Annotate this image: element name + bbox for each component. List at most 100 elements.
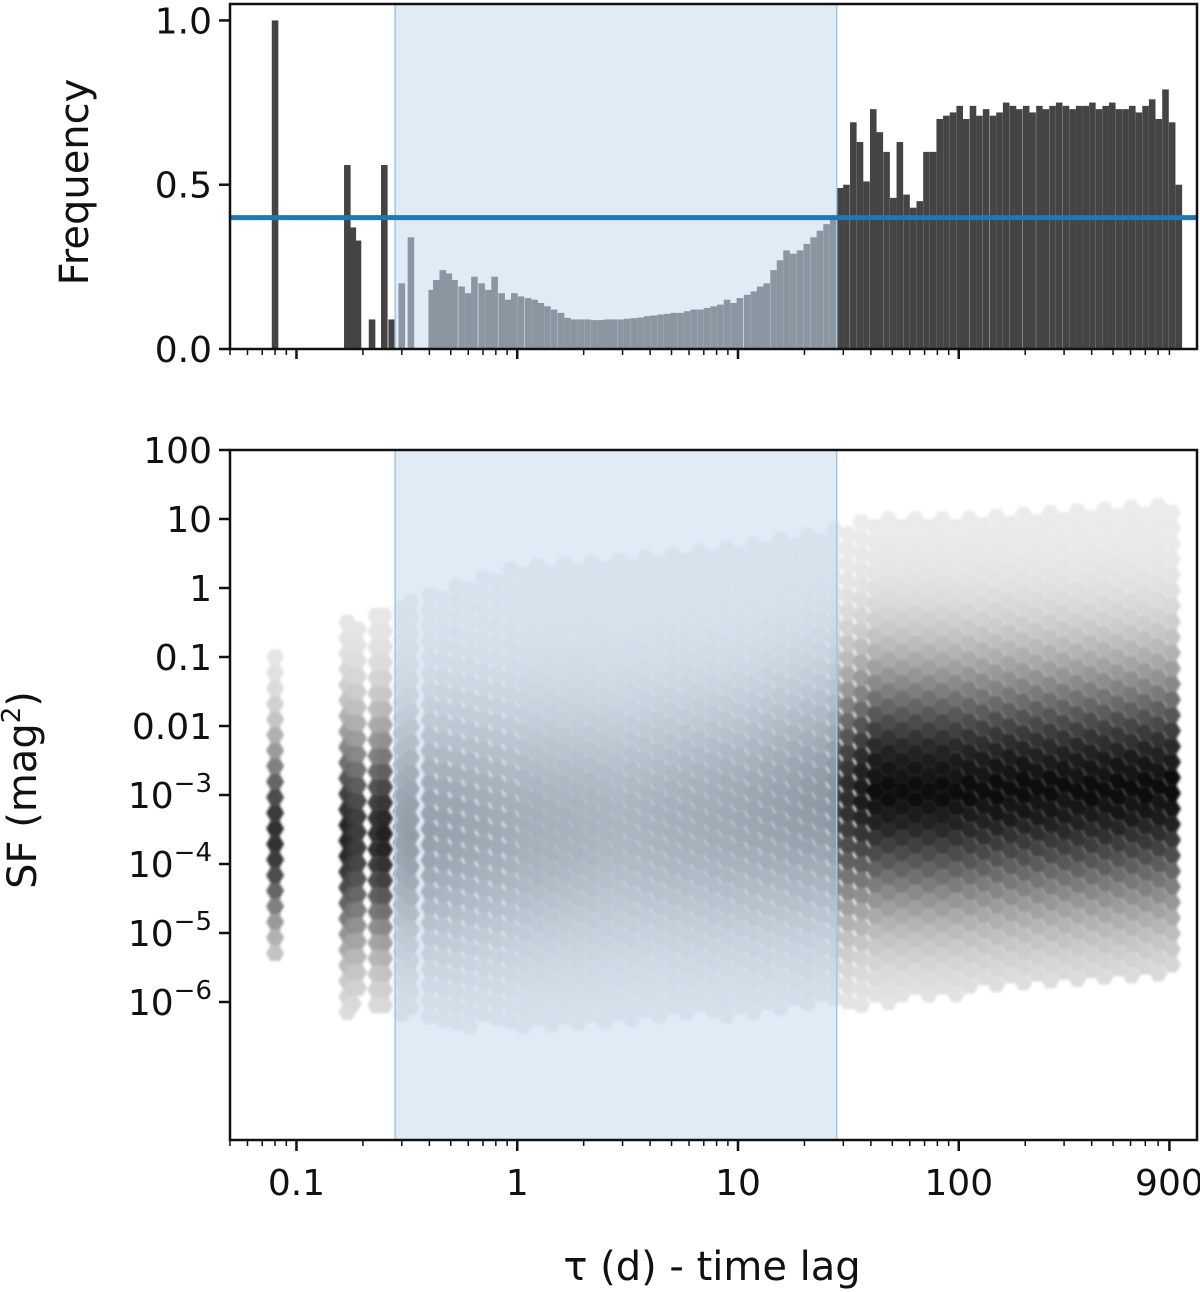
hexbin-cell <box>266 742 285 759</box>
hexbin-cell <box>906 667 925 683</box>
hexbin-cell <box>1162 785 1181 801</box>
hexbin-cell <box>1108 960 1127 977</box>
hexbin-cell <box>1149 934 1168 951</box>
hexbin-cell <box>906 620 925 636</box>
frequency-bar <box>1168 122 1176 349</box>
hexbin-cell <box>1108 680 1127 696</box>
hexbin-cell <box>1162 645 1181 661</box>
hexbin-cell <box>1162 660 1181 677</box>
hexbin-cell <box>1081 635 1100 651</box>
hexbin-cell <box>1149 872 1168 888</box>
frequency-bar <box>909 207 917 349</box>
frequency-bar <box>349 227 357 349</box>
hexbin-cell <box>973 657 992 674</box>
hexbin-cell <box>1162 863 1181 879</box>
hexbin-cell <box>1122 842 1141 859</box>
hexbin-cell <box>1027 607 1046 623</box>
hexbin-cell <box>1000 609 1019 625</box>
hexbin-cell <box>1054 808 1073 824</box>
hexbin-cell <box>879 651 898 668</box>
hexbin-cell <box>1162 629 1181 646</box>
hexbin-cell <box>865 908 884 925</box>
hexbin-cell <box>852 514 871 530</box>
hexbin-cell <box>838 635 857 651</box>
hexbin-cell <box>1041 676 1060 693</box>
hexbin-cell <box>266 820 285 837</box>
hexbin-cell <box>1108 773 1127 790</box>
hexbin-cell <box>1041 645 1060 662</box>
hexbin-cell <box>946 784 965 800</box>
hexbin-cell <box>838 541 857 558</box>
hexbin-cell <box>865 846 884 862</box>
frequency-bar <box>1049 105 1056 349</box>
hexbin-cell <box>375 748 394 764</box>
hexbin-cell <box>838 759 857 776</box>
hexbin-cell <box>960 619 979 636</box>
hexbin-cell <box>987 804 1006 821</box>
hexbin-cell <box>1054 745 1073 762</box>
hexbin-cell <box>906 651 925 668</box>
hexbin-cell <box>838 791 857 807</box>
hexbin-cell <box>1041 661 1060 677</box>
hexbin-cell <box>1162 567 1181 583</box>
hexbin-cell <box>1027 591 1046 608</box>
hexbin-cell <box>1027 576 1046 592</box>
hexbin-cell <box>1135 631 1154 648</box>
hexbin-cell <box>1081 775 1100 791</box>
hexbin-cell <box>919 659 938 675</box>
hexbin-cell <box>892 737 911 753</box>
sf-label-exponent: 2 <box>0 707 27 724</box>
hexbin-cell <box>960 806 979 823</box>
hexbin-cell <box>946 534 965 551</box>
hexbin-cell <box>1014 787 1033 804</box>
hexbin-cell <box>1095 953 1114 970</box>
hexbin-cell <box>1014 803 1033 819</box>
hexbin-cell <box>838 572 857 589</box>
bottom-panel: 100 10 1 0.1 0.01 10−3 10−4 10−5 10−6 0.1 1 10 100 9… <box>0 431 1200 1290</box>
hexbin-cell <box>1149 607 1168 623</box>
hexbin-cell <box>933 947 952 964</box>
hexbin-cell <box>1014 896 1033 913</box>
hexbin-cell <box>1041 801 1060 817</box>
hexbin-cell <box>266 867 285 883</box>
hexbin-cell <box>865 815 884 831</box>
hexbin-cell <box>1027 950 1046 966</box>
hexbin-cell <box>1068 643 1087 660</box>
hexbin-cell <box>946 596 965 613</box>
hexbin-cell <box>1068 924 1087 940</box>
hexbin-cell <box>865 706 884 722</box>
hexbin-cell <box>852 670 871 686</box>
hexbin-cell <box>1027 825 1046 842</box>
hexbin-cell <box>906 776 925 792</box>
hexbin-cell <box>865 519 884 535</box>
hexbin-cell <box>1162 613 1181 630</box>
hexbin-cell <box>892 908 911 925</box>
hexbin-cell <box>375 826 394 842</box>
hexbin-cell <box>879 885 898 901</box>
hexbin-cell <box>933 885 952 901</box>
hexbin-cell <box>1014 507 1033 523</box>
hexbin-cell <box>946 519 965 535</box>
frequency-bar <box>1042 109 1050 349</box>
hexbin-cell <box>879 947 898 964</box>
hexbin-cell <box>838 557 857 573</box>
hexbin-cell <box>1000 889 1019 906</box>
hexbin-cell <box>1054 543 1073 559</box>
hexbin-cell <box>1108 820 1127 836</box>
hexbin-cell <box>852 841 871 858</box>
hexbin-cell <box>1095 548 1114 564</box>
hexbin-cell <box>933 838 952 855</box>
hexbin-cell <box>960 604 979 620</box>
hexbin-cell <box>879 745 898 761</box>
hexbin-cell <box>1000 827 1019 843</box>
hexbin-cell <box>1081 790 1100 807</box>
hexbin-cell <box>375 981 394 998</box>
hexbin-cell <box>1000 874 1019 890</box>
hexbin-cell <box>1041 723 1060 739</box>
hexbin-cell <box>987 898 1006 914</box>
hexbin-cell <box>906 729 925 745</box>
hexbin-cell <box>973 579 992 596</box>
hexbin-cell <box>919 877 938 894</box>
frequency-bar <box>1082 105 1090 349</box>
hexbin-cell <box>1108 898 1127 914</box>
